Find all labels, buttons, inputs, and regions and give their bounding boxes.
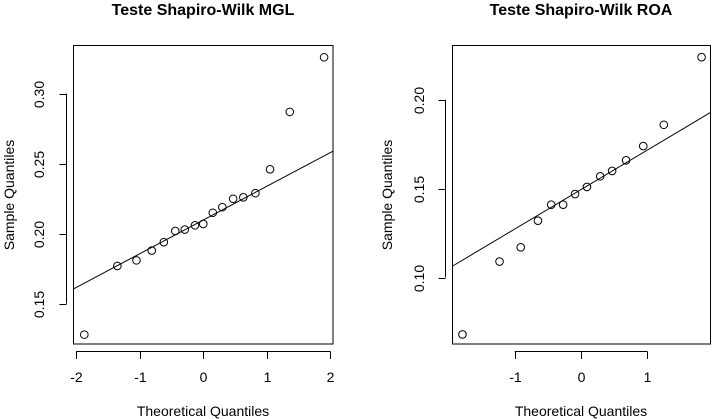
y-tick-label: 0.20 [411,87,427,114]
data-point [170,226,180,236]
data-point [595,171,605,181]
qq-plot-roa: Teste Shapiro-Wilk ROA -1 0 1 0.10 0.15 0.20… [379,2,711,419]
data-point [516,243,526,252]
data-point [285,107,295,117]
chart-title: Teste Shapiro-Wilk ROA [490,2,673,19]
data-point [218,202,227,212]
data-points [458,52,706,339]
x-tick-label: 2 [327,369,335,385]
data-point [319,52,329,62]
data-point [198,219,208,229]
x-tick-label: -1 [509,369,522,385]
x-axis-label: Theoretical Quantiles [515,403,647,419]
data-point [147,246,157,255]
data-points [80,52,329,339]
y-axis: 0.15 0.20 0.25 0.30 [31,81,67,318]
data-point [659,120,669,130]
y-axis-label: Sample Quantiles [379,140,395,251]
x-tick-label: 0 [578,369,586,385]
x-tick-label: -2 [70,369,83,385]
data-point [638,141,648,151]
data-point [180,225,190,234]
data-point [132,256,141,265]
data-point [495,257,504,266]
data-point [113,261,122,271]
data-point [265,165,275,174]
x-axis-label: Theoretical Quantiles [137,403,269,419]
data-point [546,200,556,209]
qq-reference-line [452,112,711,267]
chart-title: Teste Shapiro-Wilk MGL [112,2,295,19]
data-point [582,182,592,192]
y-tick-label: 0.10 [411,265,427,292]
y-tick-label: 0.15 [31,291,47,318]
x-axis: -2 -1 0 1 2 [70,351,335,385]
data-point [159,237,169,247]
plot-frame [452,45,711,345]
data-point [190,221,200,230]
x-axis: -1 0 1 [509,351,652,385]
data-point [208,208,218,218]
data-point [697,52,706,62]
data-point [251,188,260,198]
y-tick-label: 0.25 [31,151,47,178]
data-point [458,330,467,339]
data-point [533,216,543,225]
data-point [621,155,631,165]
y-tick-label: 0.15 [411,176,427,203]
y-axis-label: Sample Quantiles [1,140,17,251]
x-tick-label: 1 [264,369,272,385]
data-point [239,193,248,202]
qq-plot-mgl: Teste Shapiro-Wilk MGL -2 -1 0 1 2 0.150.200… [1,2,335,419]
data-point [228,194,238,204]
x-tick-label: 1 [644,369,652,385]
plot-frame [73,45,334,345]
x-tick-label: 0 [200,369,208,385]
data-point [607,166,617,176]
x-tick-label: -1 [134,369,147,385]
data-point [558,200,568,209]
y-tick-label: 0.30 [31,81,47,108]
data-point [570,189,580,199]
y-axis: 0.10 0.15 0.20 [411,87,446,292]
y-tick-label: 0.20 [31,221,47,248]
data-point [80,330,89,339]
